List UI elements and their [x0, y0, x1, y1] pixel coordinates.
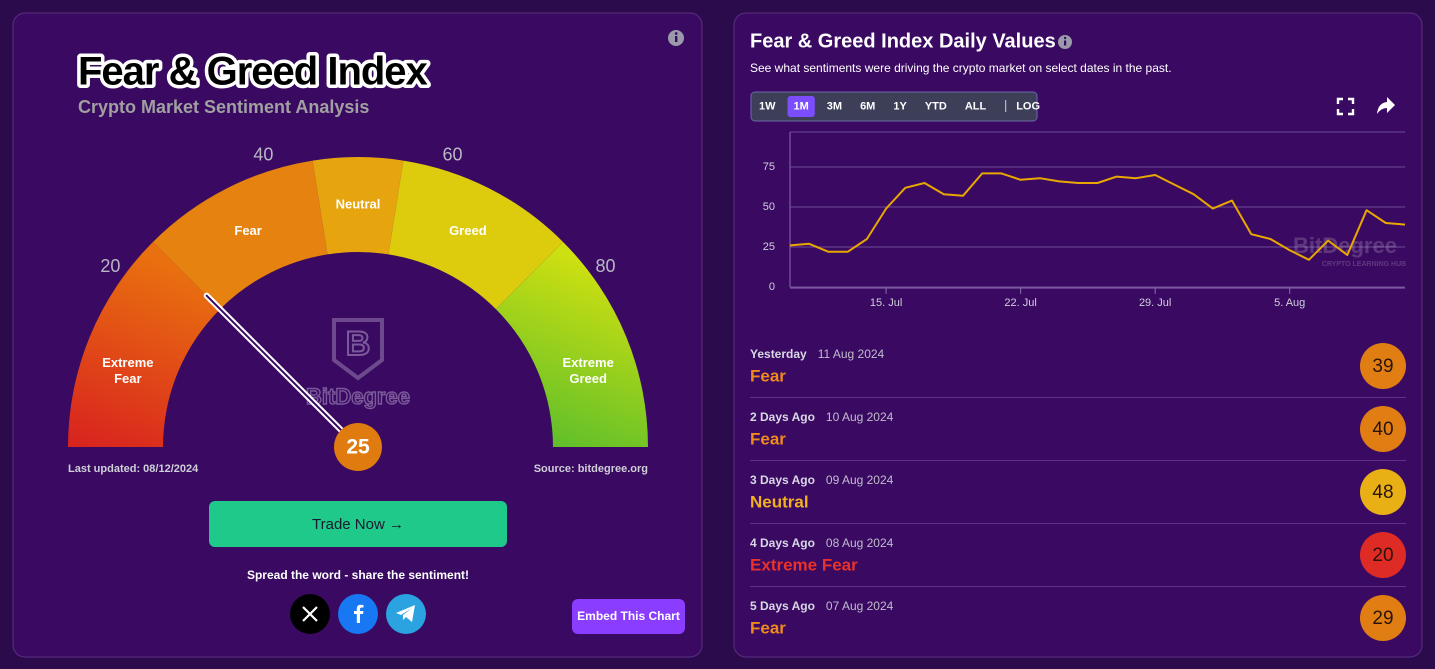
band-label: Extreme Fear — [102, 356, 153, 387]
info-icon[interactable] — [668, 30, 684, 46]
info-icon[interactable] — [1058, 35, 1072, 49]
gauge-tick-label: 60 — [443, 145, 463, 165]
x-tick-label: 5. Aug — [1274, 297, 1305, 309]
watermark-logo — [332, 318, 384, 381]
range-selector — [750, 91, 1038, 122]
last-updated: Last updated: 08/12/2024 — [68, 463, 199, 475]
share-x[interactable] — [290, 594, 330, 634]
band-label: Greed — [449, 223, 487, 238]
y-tick-label: 0 — [769, 281, 775, 293]
row-sentiment: Fear — [750, 366, 786, 385]
trade-button[interactable]: Trade Now → — [209, 501, 507, 547]
source: Source: bitdegree.org — [534, 463, 648, 475]
history-subtitle: See what sentiments were driving the cry… — [750, 61, 1172, 75]
gauge-subtitle: Crypto Market Sentiment Analysis — [78, 97, 369, 117]
row-value: 29 — [1372, 608, 1393, 629]
watermark-logo-letter: B — [346, 325, 371, 363]
range-divider — [1005, 100, 1007, 112]
embed-button-label: Embed This Chart — [577, 609, 680, 623]
watermark: BitDegree — [306, 384, 410, 409]
row-value-badge — [1360, 595, 1406, 641]
range-button[interactable]: 1W — [759, 100, 776, 112]
gauge-value: 25 — [346, 436, 370, 459]
range-button[interactable]: 1M — [794, 100, 809, 112]
range-button-active — [787, 96, 815, 117]
share-text: Spread the word - share the sentiment! — [247, 568, 469, 582]
gauge-band — [495, 241, 648, 447]
fullscreen-icon[interactable] — [1336, 97, 1355, 116]
row-sentiment: Fear — [750, 618, 786, 637]
row-sentiment: Extreme Fear — [750, 555, 858, 574]
gauge-band — [152, 160, 328, 310]
history-title: Fear & Greed Index Daily Values — [750, 30, 1056, 52]
gauge-tick-label: 20 — [100, 256, 120, 276]
row-label: 5 Days Ago — [750, 599, 815, 613]
gauge-band — [388, 160, 564, 310]
share-icon[interactable] — [1377, 97, 1395, 114]
row-label: 3 Days Ago — [750, 473, 815, 487]
row-label: 4 Days Ago — [750, 536, 815, 550]
x-tick-label: 22. Jul — [1004, 297, 1036, 309]
range-button[interactable]: ALL — [965, 100, 987, 112]
gauge-band — [312, 157, 404, 255]
gauge-tick-label: 40 — [253, 145, 273, 165]
gauge-card — [12, 12, 703, 658]
embed-button[interactable]: Embed This Chart — [572, 599, 685, 634]
row-sentiment: Neutral — [750, 492, 809, 511]
gauge-tick-label: 80 — [596, 256, 616, 276]
row-value: 48 — [1372, 482, 1393, 503]
range-button[interactable]: YTD — [925, 100, 947, 112]
range-button[interactable]: 3M — [827, 100, 842, 112]
gauge-title: Fear & Greed Index — [78, 50, 428, 94]
band-label: Extreme Greed — [562, 356, 613, 387]
range-button[interactable]: 1Y — [893, 100, 907, 112]
band-label: Neutral — [336, 196, 381, 211]
row-date: 09 Aug 2024 — [826, 473, 894, 487]
row-date: 07 Aug 2024 — [826, 599, 894, 613]
row-sentiment: Fear — [750, 429, 786, 448]
row-value-badge — [1360, 532, 1406, 578]
x-tick-label: 29. Jul — [1139, 297, 1171, 309]
row-label: 2 Days Ago — [750, 410, 815, 424]
row-value-badge — [1360, 469, 1406, 515]
y-tick-label: 75 — [763, 161, 775, 173]
range-buttons: 1W 1M 3M 6M 1Y YTD ALL LOG — [759, 96, 1040, 117]
row-value: 20 — [1372, 545, 1393, 566]
gauge-value-dot — [334, 423, 382, 471]
chart-watermark-sub: CRYPTO LEARNING HUB — [1322, 261, 1406, 268]
gauge: B BitDegree Extreme Fear Fear Neutral Greed Ext… — [68, 145, 648, 471]
history-card — [733, 12, 1423, 658]
band-label: Fear — [234, 223, 261, 238]
gauge-band — [68, 241, 221, 447]
range-button[interactable]: 6M — [860, 100, 875, 112]
row-date: 08 Aug 2024 — [826, 536, 894, 550]
y-tick-label: 25 — [763, 241, 775, 253]
row-date: 10 Aug 2024 — [826, 410, 894, 424]
x-tick-label: 15. Jul — [870, 297, 902, 309]
y-tick-label: 50 — [763, 201, 775, 213]
range-button[interactable]: LOG — [1016, 100, 1040, 112]
row-label: Yesterday — [750, 347, 807, 361]
row-date: 11 Aug 2024 — [818, 347, 885, 361]
needle — [205, 294, 359, 448]
row-value-badge — [1360, 406, 1406, 452]
row-value: 40 — [1372, 419, 1393, 440]
line-series — [789, 172, 1406, 261]
row-value-badge — [1360, 343, 1406, 389]
row-value: 39 — [1372, 356, 1393, 377]
share-facebook[interactable] — [338, 594, 378, 634]
trade-button-label: Trade Now → — [312, 516, 404, 533]
history-list: Yesterday 11 Aug 2024 Fear 39 2 Days Ago 10 A… — [750, 343, 1406, 641]
share-telegram[interactable] — [386, 594, 426, 634]
